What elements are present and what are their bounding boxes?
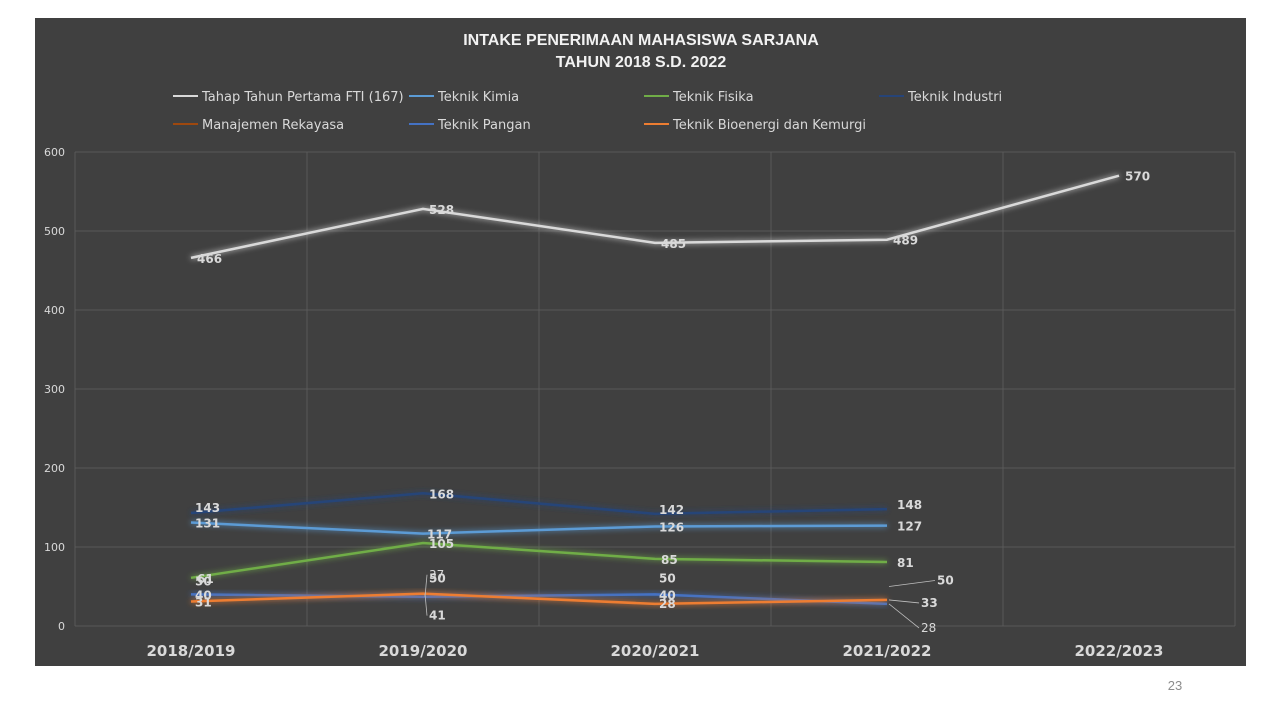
leader-line <box>888 603 920 629</box>
data-label: 41 <box>429 609 446 623</box>
data-label: 85 <box>661 553 678 567</box>
legend-label: Teknik Kimia <box>437 90 519 105</box>
data-labels: 466 528 485 489 570 131 117 126 127 61 105 85 81 143 1… <box>195 170 1150 635</box>
data-label: 528 <box>429 203 454 217</box>
data-label: 81 <box>897 556 914 570</box>
data-label: 28 <box>659 597 676 611</box>
legend-item: Teknik Kimia <box>409 90 519 105</box>
data-label: 40 <box>195 588 212 602</box>
data-label: 168 <box>429 487 454 501</box>
data-label: 40 <box>659 588 676 602</box>
legend-label: Teknik Industri <box>907 90 1002 105</box>
line-chart: INTAKE PENERIMAAN MAHASISWA SARJANA TAHU… <box>44 32 1236 660</box>
y-tick-label: 200 <box>44 462 65 475</box>
y-tick-label: 400 <box>44 304 65 317</box>
legend-item: Teknik Fisika <box>644 90 754 105</box>
legend-label: Manajemen Rekayasa <box>202 118 344 133</box>
gridlines <box>74 151 1236 627</box>
x-category-label: 2020/2021 <box>611 642 700 660</box>
data-label: 50 <box>937 574 954 588</box>
leader-line <box>888 599 920 604</box>
data-label: 126 <box>659 520 684 534</box>
legend-item: Teknik Industri <box>879 90 1002 105</box>
data-label: 37 <box>429 568 444 582</box>
data-label: 50 <box>659 572 676 586</box>
data-label: 142 <box>659 503 684 517</box>
legend: Tahap Tahun Pertama FTI (167) Teknik Kimi… <box>173 90 1002 133</box>
data-label: 127 <box>897 520 922 534</box>
data-label: 148 <box>897 498 922 512</box>
data-label: 117 <box>427 528 452 542</box>
y-tick-label: 0 <box>58 620 65 633</box>
x-axis-categories: 2018/2019 2019/2020 2020/2021 2021/2022 2022… <box>147 642 1164 660</box>
legend-label: Teknik Bioenergi dan Kemurgi <box>672 118 866 133</box>
series-line <box>190 592 888 606</box>
data-label: 131 <box>195 517 220 531</box>
leader-line <box>424 574 428 597</box>
series-line <box>190 492 888 516</box>
legend-item: Tahap Tahun Pertama FTI (167) <box>173 90 404 105</box>
legend-item: Teknik Pangan <box>409 118 531 133</box>
series-line <box>190 541 888 580</box>
data-label: 61 <box>197 572 214 586</box>
leader-line <box>424 593 428 616</box>
legend-item: Teknik Bioenergi dan Kemurgi <box>644 118 866 133</box>
data-label: 105 <box>429 537 454 551</box>
data-label: 50 <box>429 572 446 586</box>
chart-subtitle: TAHUN 2018 S.D. 2022 <box>556 54 727 71</box>
data-label: 143 <box>195 501 220 515</box>
y-tick-label: 500 <box>44 225 65 238</box>
data-label: 489 <box>893 234 918 248</box>
y-axis-ticks: 0 100 200 300 400 500 600 <box>44 146 65 633</box>
data-label: 31 <box>195 596 212 610</box>
chart-title: INTAKE PENERIMAAN MAHASISWA SARJANA <box>463 32 819 49</box>
data-label: 50 <box>195 575 212 589</box>
series-line <box>190 521 888 535</box>
series-line <box>190 593 888 606</box>
x-category-label: 2018/2019 <box>147 642 236 660</box>
data-label: 570 <box>1125 170 1150 184</box>
x-category-label: 2022/2023 <box>1075 642 1164 660</box>
chart-panel: INTAKE PENERIMAAN MAHASISWA SARJANA TAHU… <box>35 18 1246 666</box>
legend-label: Teknik Fisika <box>672 90 754 105</box>
page-number: 23 <box>1167 678 1183 693</box>
y-tick-label: 600 <box>44 146 65 159</box>
series-line <box>190 174 1120 260</box>
data-label: 485 <box>661 237 686 251</box>
x-category-label: 2021/2022 <box>843 642 932 660</box>
y-tick-label: 300 <box>44 383 65 396</box>
y-tick-label: 100 <box>44 541 65 554</box>
data-label: 466 <box>197 252 222 266</box>
legend-label: Tahap Tahun Pertama FTI (167) <box>201 90 404 105</box>
x-category-label: 2019/2020 <box>379 642 468 660</box>
series-lines <box>190 174 1120 606</box>
leader-line <box>888 580 936 587</box>
legend-item: Manajemen Rekayasa <box>173 118 344 133</box>
data-label: 28 <box>921 621 936 635</box>
data-label: 33 <box>921 596 938 610</box>
legend-label: Teknik Pangan <box>437 118 531 133</box>
